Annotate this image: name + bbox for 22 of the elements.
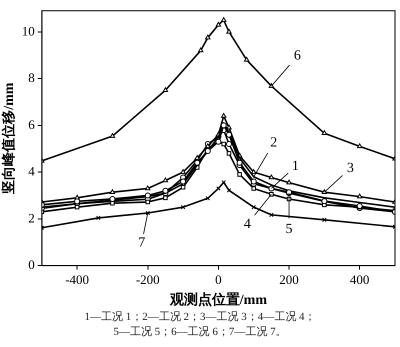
annotation: 3 <box>346 160 354 176</box>
y-tick-label: 10 <box>22 23 35 38</box>
text: 1—工况 1；2—工况 2；3—工况 3；4—工况 4； <box>84 311 316 323</box>
x-tick-label: 0 <box>215 272 222 287</box>
x-tick-label: 400 <box>350 272 370 287</box>
annotation: 7 <box>138 236 146 251</box>
annotation: 4 <box>244 216 251 232</box>
y-tick-label: 4 <box>28 164 36 179</box>
annotation: 6 <box>294 48 301 64</box>
annotation: 2 <box>270 135 278 150</box>
y-tick-label: 2 <box>28 210 35 226</box>
y-axis-title: 竖向峰值位移/mm <box>1 82 18 195</box>
annotation: 1 <box>292 159 299 174</box>
y-tick-label: 8 <box>28 70 35 86</box>
x-tick-label: -400 <box>65 272 90 287</box>
y-tick-label: 6 <box>28 116 36 132</box>
text: 5—工况 5；6—工况 6；7—工况 7。 <box>113 326 287 338</box>
x-axis-title: 观测点位置/mm <box>168 292 268 308</box>
x-tick-label: 200 <box>279 272 299 287</box>
annotation: 5 <box>286 222 293 237</box>
y-tick-label: 0 <box>28 257 35 272</box>
x-tick-label: -200 <box>136 272 160 287</box>
